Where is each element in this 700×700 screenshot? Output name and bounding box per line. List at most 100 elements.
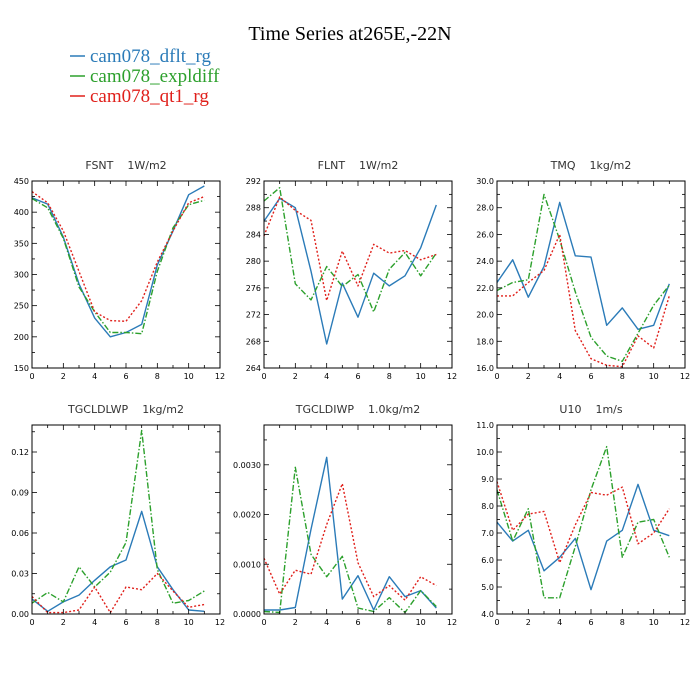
x-tick-label-tgcldlwp: 10 [184,618,194,627]
x-tick-label-fsnt: 4 [92,372,97,381]
y-tick-label-flnt: 284 [246,230,261,239]
series-line-fsnt-expldiff [31,197,205,335]
series-line-flnt-qt1 [263,196,437,302]
y-tick-label-tmq: 22.0 [476,284,494,293]
y-tick-label-tmq: 18.0 [476,337,494,346]
axis-frame-u10 [496,424,686,615]
legend: cam078_dflt_rg cam078_expldiff cam078_qt… [70,46,220,107]
series-line-tmq-expldiff [496,193,670,362]
y-tick-label-tgcldiwp: 0.0020 [233,511,261,520]
axis-frame-fsnt [31,180,221,369]
panel-units-u10: 1m/s [595,403,622,416]
panel-title-tgcldlwp: TGCLDLWP 1kg/m2 [67,403,184,416]
series-line-tgcldlwp-expldiff [31,429,205,604]
x-tick-label-flnt: 4 [324,372,329,381]
y-tick-label-fsnt: 300 [14,271,29,280]
y-tick-label-u10: 6.0 [481,556,494,565]
y-tick-label-fsnt: 450 [14,177,29,186]
x-tick-label-tmq: 4 [557,372,562,381]
series-line-u10-expldiff [496,445,670,599]
series-line-u10-dflt [496,483,670,591]
x-tick-label-tmq: 10 [649,372,659,381]
panel-units-tmq: 1kg/m2 [590,159,632,172]
panel-name-tmq: TMQ [550,159,576,172]
y-tick-label-tmq: 30.0 [476,177,494,186]
x-tick-label-tgcldlwp: 12 [215,618,225,627]
x-tick-label-u10: 0 [494,618,499,627]
y-tick-label-tgcldlwp: 0.00 [11,610,29,619]
y-tick-label-u10: 10.0 [476,448,494,457]
panel-units-tgcldlwp: 1kg/m2 [142,403,184,416]
series-line-tgcldlwp-dflt [31,510,205,612]
y-tick-label-tmq: 20.0 [476,311,494,320]
x-tick-label-u10: 4 [557,618,562,627]
y-tick-label-flnt: 276 [246,284,261,293]
x-tick-label-fsnt: 6 [123,372,128,381]
x-tick-label-flnt: 10 [416,372,426,381]
y-tick-label-tmq: 16.0 [476,364,494,373]
panel-fsnt: FSNT 1W/m2 0 2 4 6 8 10 12 150 200 250 300 350 400 450 [14,159,225,381]
y-tick-label-u10: 9.0 [481,475,494,484]
x-tick-label-tgcldiwp: 12 [447,618,457,627]
panel-name-flnt: FLNT [318,159,346,172]
x-tick-label-u10: 8 [620,618,625,627]
y-tick-label-tgcldlwp: 0.09 [11,489,29,498]
series-group-fsnt [31,185,205,338]
panel-units-tgcldiwp: 1.0kg/m2 [368,403,420,416]
y-tick-label-fsnt: 400 [14,208,29,217]
y-tick-label-fsnt: 200 [14,333,29,342]
x-tick-label-tgcldiwp: 2 [293,618,298,627]
x-tick-label-fsnt: 0 [29,372,34,381]
x-tick-label-flnt: 0 [261,372,266,381]
x-tick-label-fsnt: 12 [215,372,225,381]
x-tick-label-flnt: 12 [447,372,457,381]
chart-panels: FSNT 1W/m20 2 4 6 8 10 12150200250300350400450F… [11,159,690,627]
series-line-tgcldiwp-dflt [264,456,437,611]
axis-frame-tgcldiwp [263,424,453,615]
y-tick-label-tgcldiwp: 0.0010 [233,560,261,569]
y-tick-label-fsnt: 150 [14,364,29,373]
y-tick-label-flnt: 272 [246,311,261,320]
y-tick-label-u10: 4.0 [481,610,494,619]
x-tick-label-tgcldiwp: 0 [261,618,266,627]
series-line-fsnt-dflt [31,185,205,338]
y-tick-label-tmq: 26.0 [476,230,494,239]
x-tick-label-tgcldiwp: 4 [324,618,329,627]
x-tick-label-flnt: 2 [293,372,298,381]
x-tick-label-flnt: 6 [355,372,360,381]
x-tick-label-fsnt: 8 [155,372,160,381]
y-tick-label-tgcldlwp: 0.03 [11,570,29,579]
x-tick-label-flnt: 8 [387,372,392,381]
y-tick-label-tmq: 24.0 [476,257,494,266]
y-tick-label-fsnt: 350 [14,239,29,248]
series-line-u10-qt1 [496,481,670,564]
y-tick-label-flnt: 280 [246,257,261,266]
legend-label-qt1: cam078_qt1_rg [90,86,209,107]
panel-title-fsnt: FSNT 1W/m2 [85,159,166,172]
y-tick-label-tgcldiwp: 0.0000 [233,610,261,619]
panel-title-u10: U10 1m/s [559,403,622,416]
series-group-tgcldlwp [31,429,205,614]
x-tick-label-tgcldiwp: 6 [355,618,360,627]
x-tick-label-tgcldlwp: 2 [61,618,66,627]
legend-label-expldiff: cam078_expldiff [90,66,220,87]
panel-title-tgcldiwp: TGCLDIWP 1.0kg/m2 [295,403,421,416]
series-line-flnt-dflt [263,197,437,345]
panel-u10: U10 1m/s 0 2 4 6 8 10 12 4.0 5.0 6.0 7.0 8.0 9.0 10.0 11… [476,403,690,627]
x-tick-label-u10: 2 [526,618,531,627]
x-tick-label-u10: 6 [588,618,593,627]
y-tick-label-flnt: 292 [246,177,261,186]
y-tick-label-u10: 5.0 [481,583,494,592]
series-group-flnt [263,186,437,345]
series-line-flnt-expldiff [263,186,437,313]
x-tick-label-tmq: 6 [588,372,593,381]
y-tick-label-fsnt: 250 [14,302,29,311]
series-line-tmq-qt1 [497,233,670,368]
panel-tmq: TMQ 1kg/m2 0 2 4 6 8 10 12 16.0 18.0 20.0 22.0 24.0 26… [476,159,690,381]
x-tick-label-tgcldiwp: 8 [387,618,392,627]
x-tick-label-fsnt: 2 [61,372,66,381]
x-tick-label-tmq: 0 [494,372,499,381]
y-tick-label-u10: 8.0 [481,502,494,511]
axis-frame-tgcldlwp [31,424,221,615]
series-group-u10 [496,445,670,599]
